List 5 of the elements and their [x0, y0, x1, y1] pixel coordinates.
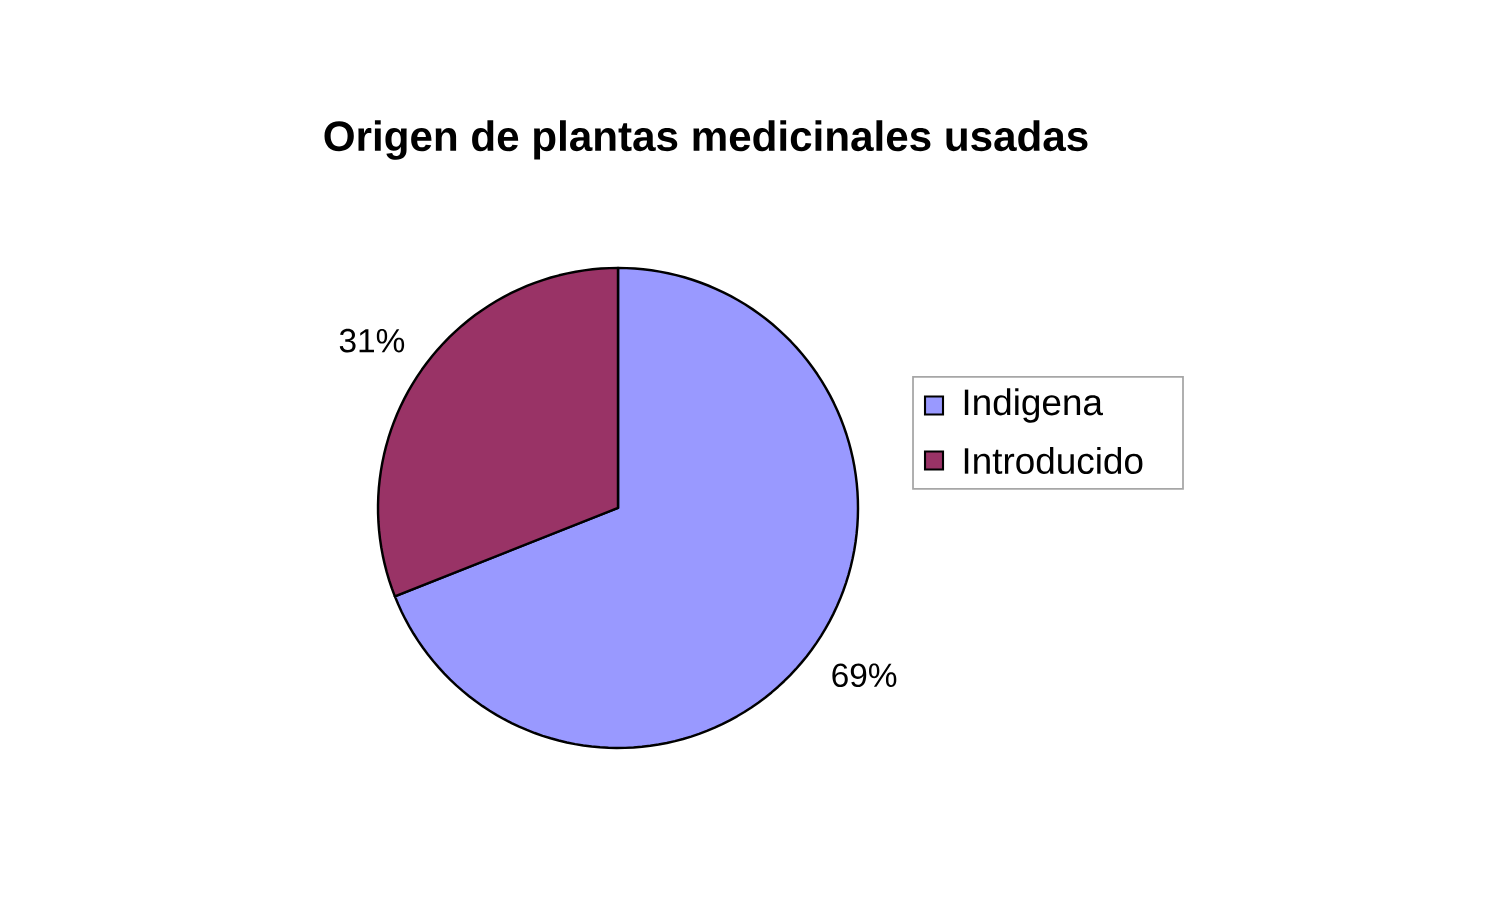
chart-title: Origen de plantas medicinales usadas [324, 120, 1088, 160]
legend-label: Indigena [964, 388, 1103, 423]
data-label: 69% [832, 663, 897, 688]
data-label: 31% [339, 328, 405, 353]
legend-label: Introducido [964, 446, 1143, 475]
